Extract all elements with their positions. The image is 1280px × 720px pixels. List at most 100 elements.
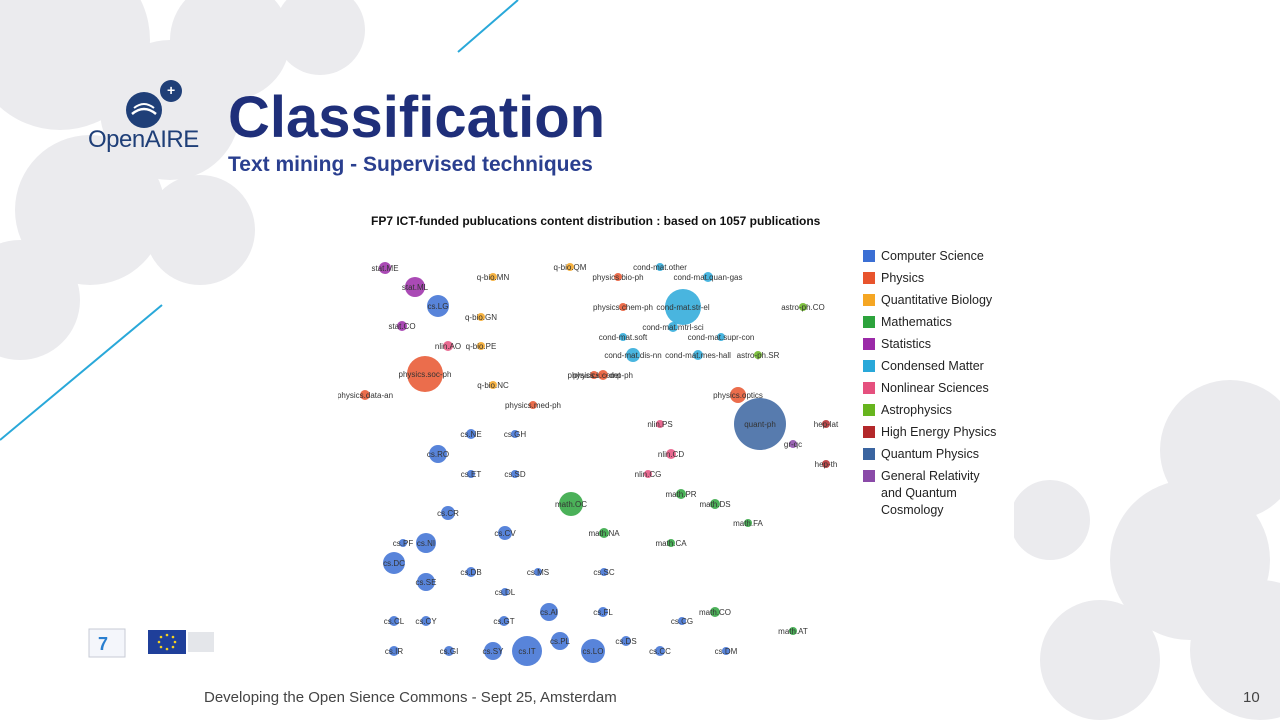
graph-node-label: cs.IT — [518, 647, 535, 656]
graph-node-label: cs.PL — [550, 637, 571, 646]
graph-node-label: q-bio.QM — [554, 263, 587, 272]
graph-node — [489, 273, 497, 281]
graph-node — [389, 616, 399, 626]
legend-label: Quantum Physics — [881, 447, 979, 461]
graph-node — [626, 348, 640, 362]
graph-node-label: cs.CY — [415, 617, 437, 626]
legend-swatch — [863, 272, 875, 284]
graph-node-label: cs.SE — [416, 578, 437, 587]
graph-node — [614, 273, 622, 281]
graph-node-label: cs.ET — [461, 470, 482, 479]
legend-swatch — [863, 426, 875, 438]
graph-node-label: q-bio.NC — [477, 381, 509, 390]
graph-node-label: quant-ph — [744, 420, 776, 429]
graph-node-label: hep-th — [815, 460, 838, 469]
slide-title: Classification — [228, 85, 606, 150]
graph-node — [427, 295, 449, 317]
logo-text-open: Open — [88, 126, 145, 153]
graph-node — [534, 568, 542, 576]
logo-text-aire: AIRE — [144, 126, 200, 153]
graph-node-label: stat.ML — [402, 283, 429, 292]
graph-node-label: math.OC — [555, 500, 587, 509]
graph-node — [407, 356, 443, 392]
legend-label: General Relativity and Quantum Cosmology — [881, 469, 980, 517]
svg-text:7: 7 — [98, 634, 108, 654]
graph-node — [441, 506, 455, 520]
graph-node-label: nlin.PS — [647, 420, 672, 429]
graph-node — [416, 533, 436, 553]
legend-label: Quantitative Biology — [881, 293, 993, 307]
legend-swatch — [863, 382, 875, 394]
graph-node-label: physics.comp-ph — [573, 371, 633, 380]
graph-node — [710, 499, 720, 509]
graph-node-label: cs.CC — [649, 647, 671, 656]
legend-item: Astrophysics — [863, 402, 1013, 419]
legend-label: Nonlinear Sciences — [881, 381, 989, 395]
graph-node — [598, 370, 608, 380]
graph-node — [678, 617, 686, 625]
graph-node-label: math.CA — [655, 539, 687, 548]
eu-logos: 7 — [88, 628, 214, 658]
graph-node-label: cs.CR — [437, 509, 459, 518]
graph-node — [656, 263, 664, 271]
legend-item: Mathematics — [863, 314, 1013, 331]
graph-node — [477, 313, 485, 321]
graph-node-label: physics.chem-ph — [593, 303, 653, 312]
graph-node-label: physics.bio-ph — [592, 273, 643, 282]
graph-node — [383, 552, 405, 574]
legend-item: Condensed Matter — [863, 358, 1013, 375]
graph-node — [734, 398, 786, 450]
logo-text: OpenAIRE — [88, 126, 199, 154]
graph-node-label: cs.DL — [495, 588, 516, 597]
graph-node — [598, 607, 608, 617]
graph-node — [600, 568, 608, 576]
graph-node — [789, 440, 797, 448]
graph-node-label: q-bio.GN — [465, 313, 497, 322]
legend: Computer Science Physics Quantitative Biol… — [863, 248, 1013, 524]
graph-node-label: q-bio.MN — [477, 273, 510, 282]
graph-node-label: cond-mat.dis-nn — [604, 351, 661, 360]
accent-line-left — [0, 304, 163, 441]
legend-swatch — [863, 294, 875, 306]
graph-node — [621, 636, 631, 646]
graph-node — [405, 277, 425, 297]
graph-node — [665, 289, 701, 325]
graph-node-label: gr-qc — [784, 440, 802, 449]
graph-node — [511, 470, 519, 478]
graph-node — [590, 371, 598, 379]
graph-node-label: cs.SD — [504, 470, 526, 479]
legend-item: General Relativity and Quantum Cosmology — [863, 468, 1013, 519]
graph-node-label: cs.NE — [460, 430, 481, 439]
graph-node — [467, 470, 475, 478]
graph-node — [498, 526, 512, 540]
graph-node-label: astro-ph.CO — [781, 303, 825, 312]
graph-node-label: cs.MS — [527, 568, 549, 577]
graph-node-label: math.NA — [588, 529, 620, 538]
graph-node-label: physics.optics — [713, 391, 763, 400]
graph-node — [360, 390, 370, 400]
classification-figure: FP7 ICT-funded publucations content dist… — [338, 196, 1014, 690]
graph-node-label: cs.IR — [385, 647, 403, 656]
graph-node-label: stat.CO — [388, 322, 415, 331]
graph-node — [397, 321, 407, 331]
graph-node — [444, 646, 454, 656]
graph-node — [540, 603, 558, 621]
graph-node — [443, 341, 453, 351]
legend-item: Nonlinear Sciences — [863, 380, 1013, 397]
graph-node — [717, 333, 725, 341]
graph-node — [512, 636, 542, 666]
graph-node — [693, 350, 703, 360]
slide-subtitle: Text mining - Supervised techniques — [228, 153, 593, 176]
graph-node — [477, 342, 485, 350]
graph-node — [489, 381, 497, 389]
graph-node — [389, 646, 399, 656]
graph-node-label: cond-mat.other — [633, 263, 687, 272]
graph-node-label: cs.SY — [483, 647, 505, 656]
figure-title: FP7 ICT-funded publucations content dist… — [371, 214, 821, 228]
graph-node-label: math.CO — [699, 608, 731, 617]
graph-node-label: physics.med-ph — [505, 401, 561, 410]
page-number: 10 — [1243, 689, 1260, 706]
graph-node — [619, 333, 627, 341]
graph-node-label: math.DS — [699, 500, 730, 509]
